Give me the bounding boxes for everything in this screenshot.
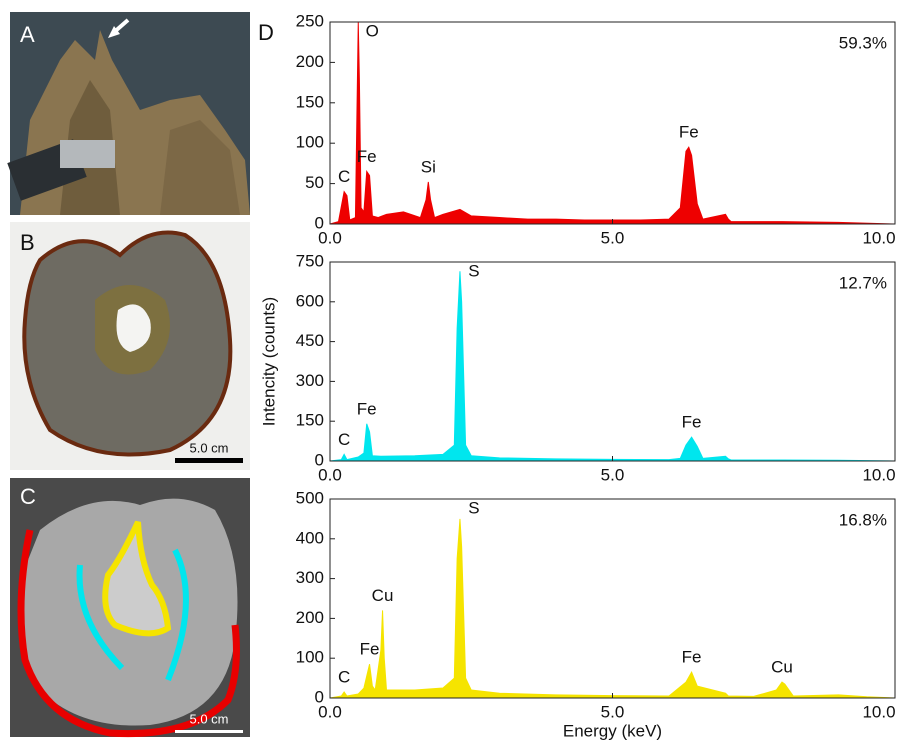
peak-label: Fe — [360, 640, 380, 659]
plot-frame — [330, 22, 895, 224]
spectrum — [330, 519, 895, 698]
x-tick-label: 10.0 — [862, 702, 895, 721]
fraction-label: 16.8% — [839, 510, 887, 529]
x-tick-label: 0.0 — [318, 702, 342, 721]
x-tick-label: 0.0 — [318, 465, 342, 484]
plot-frame — [330, 499, 895, 698]
y-tick-label: 750 — [296, 251, 324, 270]
y-tick-label: 50 — [305, 173, 324, 192]
peak-label: Si — [421, 157, 436, 176]
peak-label: Fe — [357, 147, 377, 166]
peak-label: Cu — [372, 586, 394, 605]
peak-label: C — [338, 167, 350, 186]
spectrum — [330, 271, 895, 461]
peak-label: Fe — [679, 123, 699, 142]
y-tick-label: 500 — [296, 488, 324, 507]
y-tick-label: 300 — [296, 371, 324, 390]
y-tick-label: 600 — [296, 291, 324, 310]
y-tick-label: 250 — [296, 11, 324, 30]
panel-label: A — [20, 22, 35, 47]
photo-a: A — [7, 12, 250, 215]
x-tick-label: 10.0 — [862, 465, 895, 484]
x-tick-label: 5.0 — [601, 465, 625, 484]
y-tick-label: 150 — [296, 92, 324, 111]
y-tick-label: 200 — [296, 608, 324, 627]
y-tick-label: 450 — [296, 331, 324, 350]
y-tick-label: 200 — [296, 52, 324, 71]
scale-bar-label: 5.0 cm — [189, 440, 228, 455]
peak-label: Cu — [771, 658, 793, 677]
y-axis-label: Intencity (counts) — [259, 297, 278, 426]
y-tick-label: 100 — [296, 133, 324, 152]
photo-b: 5.0 cm B — [10, 222, 250, 470]
plot-frame — [330, 262, 895, 461]
peak-label: Fe — [682, 413, 702, 432]
x-tick-label: 5.0 — [601, 702, 625, 721]
x-tick-label: 5.0 — [601, 228, 625, 247]
x-tick-label: 0.0 — [318, 228, 342, 247]
y-tick-label: 100 — [296, 648, 324, 667]
x-tick-label: 10.0 — [862, 228, 895, 247]
panel-label: B — [20, 230, 35, 255]
panel-label: D — [258, 20, 274, 45]
peak-label: S — [468, 261, 479, 280]
y-tick-label: 400 — [296, 528, 324, 547]
peak-label: O — [366, 21, 379, 40]
fraction-label: 12.7% — [839, 273, 887, 292]
peak-label: S — [468, 498, 479, 517]
photo-c: 5.0 cm C — [10, 478, 250, 737]
fraction-label: 59.3% — [839, 33, 887, 52]
scale-bar-label: 5.0 cm — [189, 711, 228, 726]
y-tick-label: 300 — [296, 568, 324, 587]
y-tick-label: 150 — [296, 411, 324, 430]
figure: A 5.0 cm B 5.0 cm C D COFeSiFe0501001502… — [0, 0, 915, 742]
peak-label: C — [338, 668, 350, 687]
panel-label: C — [20, 484, 36, 509]
peak-label: Fe — [682, 648, 702, 667]
peak-label: Fe — [357, 399, 377, 418]
peak-label: C — [338, 430, 350, 449]
x-axis-label: Energy (keV) — [563, 721, 662, 740]
spectrum — [330, 22, 895, 224]
